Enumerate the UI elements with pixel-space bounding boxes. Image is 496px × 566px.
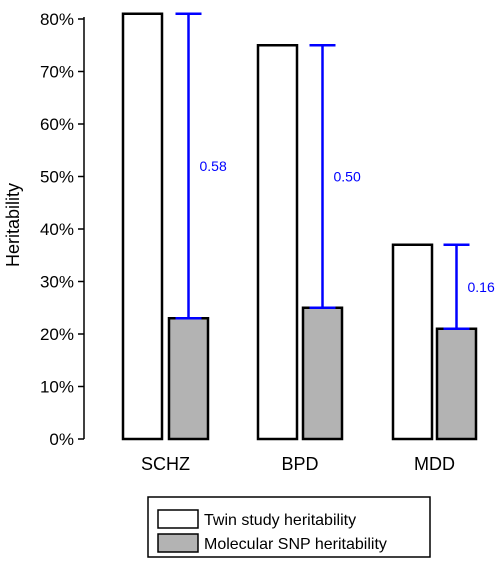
legend-swatch xyxy=(157,509,199,529)
y-tick-label: 0% xyxy=(49,430,74,449)
heritability-gap-markers: 0.58 0.50 0.16 xyxy=(175,12,495,330)
y-tick-label: 50% xyxy=(40,168,74,187)
bar-twin-bpd xyxy=(256,44,299,441)
gap-label-schz: 0.58 xyxy=(200,158,227,174)
bars xyxy=(121,12,478,441)
y-tick-label: 20% xyxy=(40,325,74,344)
x-tick-label: SCHZ xyxy=(141,454,190,474)
bar-snp-bpd xyxy=(301,306,344,441)
x-tick-label: BPD xyxy=(281,454,318,474)
y-tick-label: 40% xyxy=(40,220,74,239)
y-tick-label: 70% xyxy=(40,63,74,82)
y-tick-label: 10% xyxy=(40,378,74,397)
bar-twin-mdd xyxy=(391,243,434,441)
legend: Twin study heritability Molecular SNP her… xyxy=(147,496,431,558)
y-tick-label: 60% xyxy=(40,115,74,134)
y-axis: 0% 10% 20% 30% 40% 50% 60% 70% 80% xyxy=(40,10,85,449)
y-axis-title: Heritability xyxy=(3,183,23,267)
y-tick-label: 30% xyxy=(40,273,74,292)
legend-label: Twin study heritability xyxy=(204,512,356,529)
bar-snp-schz xyxy=(167,317,210,441)
legend-label: Molecular SNP heritability xyxy=(204,536,387,553)
y-tick-label: 80% xyxy=(40,10,74,29)
legend-swatch xyxy=(157,533,199,553)
x-axis-labels: SCHZ BPD MDD xyxy=(141,454,455,474)
gap-label-bpd: 0.50 xyxy=(334,169,361,185)
bar-twin-schz xyxy=(121,12,164,441)
gap-label-mdd: 0.16 xyxy=(468,279,495,295)
x-tick-label: MDD xyxy=(414,454,455,474)
bar-snp-mdd xyxy=(435,327,478,441)
